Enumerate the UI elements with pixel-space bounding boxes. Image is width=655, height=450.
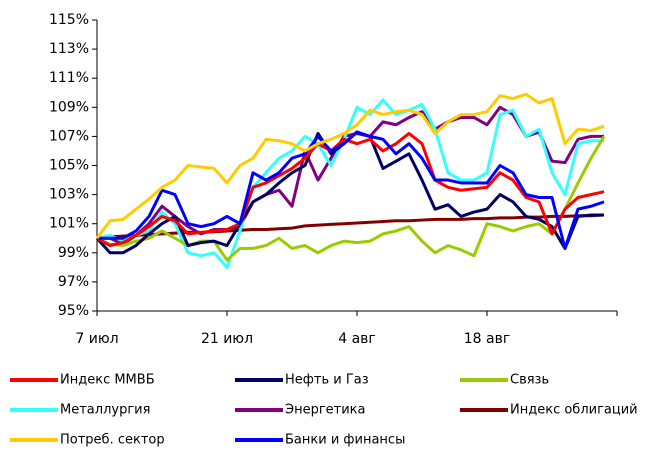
legend-label: Индекс ММВБ [60, 373, 155, 388]
series-line [96, 135, 606, 262]
y-tick-label: 107% [49, 128, 89, 144]
y-tick-label: 105% [49, 158, 89, 174]
y-tick-label: 95% [58, 303, 89, 319]
x-tick-label: 7 июл [75, 331, 118, 347]
y-tick-label: 99% [58, 245, 89, 261]
legend-label: Связь [510, 373, 549, 388]
series-line [96, 98, 604, 269]
y-tick-label: 115% [49, 12, 89, 28]
y-tick-label: 111% [49, 70, 89, 86]
legend-label: Энергетика [285, 403, 366, 418]
x-tick-label: 18 авг [464, 331, 510, 347]
y-tick-label: 109% [49, 99, 89, 115]
legend-label: Потреб. сектор [60, 433, 165, 448]
series-line [95, 92, 605, 240]
legend-label: Индекс облигаций [510, 403, 638, 418]
x-tick-label: 21 июл [201, 331, 253, 347]
y-tick-label: 101% [49, 216, 89, 232]
y-tick-label: 97% [58, 274, 89, 290]
legend-label: Металлургия [60, 403, 150, 418]
y-tick-label: 103% [49, 187, 89, 203]
legend-label: Банки и финансы [285, 433, 405, 448]
series-line [97, 130, 605, 250]
y-tick-label: 113% [49, 41, 89, 57]
series-line [96, 131, 605, 248]
legend-label: Нефть и Газ [285, 373, 369, 388]
x-tick-label: 4 авг [338, 331, 376, 347]
